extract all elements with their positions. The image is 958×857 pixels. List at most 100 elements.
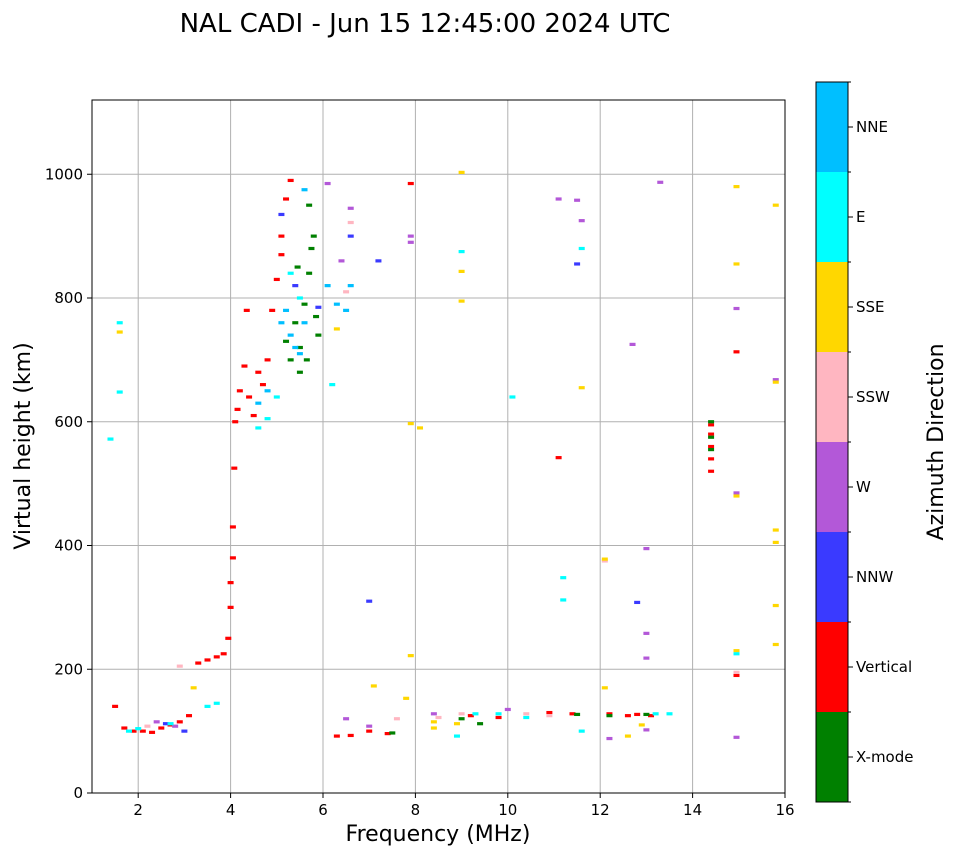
data-point: [708, 420, 715, 424]
data-point: [624, 714, 631, 718]
data-point: [172, 724, 179, 728]
data-point: [458, 712, 465, 716]
data-point: [315, 333, 322, 337]
x-tick-label: 6: [318, 801, 328, 819]
plot-frame: [91, 99, 786, 794]
data-point: [229, 525, 236, 529]
data-point: [190, 686, 197, 690]
data-point: [292, 321, 299, 325]
colorbar-tick-label: SSE: [856, 298, 885, 316]
data-point: [313, 314, 320, 319]
data-point: [772, 380, 779, 384]
data-point: [643, 631, 650, 635]
data-point: [296, 370, 303, 374]
data-point: [458, 170, 465, 174]
data-point: [772, 603, 779, 608]
data-point: [243, 308, 250, 312]
data-point: [287, 178, 294, 183]
data-point: [241, 364, 248, 368]
data-point: [278, 212, 285, 217]
data-point: [347, 284, 354, 288]
series-nne: [255, 188, 354, 405]
data-point: [733, 491, 740, 495]
data-point: [652, 712, 659, 716]
data-point: [606, 712, 613, 716]
y-axis-ticks: 0 200 400 600 800 1000: [45, 165, 92, 802]
y-tick-label: 1000: [45, 165, 83, 183]
colorbar-segment: [816, 82, 848, 172]
data-point: [227, 605, 234, 609]
data-point: [708, 447, 715, 452]
colorbar-tick-label: W: [856, 478, 871, 496]
data-point: [121, 726, 128, 730]
data-point: [366, 724, 373, 728]
data-point: [393, 717, 400, 721]
data-point: [227, 581, 234, 585]
x-tick-label: 4: [226, 801, 236, 819]
data-point: [273, 395, 280, 399]
data-point: [296, 296, 303, 300]
data-point: [458, 299, 465, 303]
data-point: [772, 540, 779, 545]
data-point: [453, 722, 460, 726]
data-point: [733, 262, 740, 266]
data-points: [107, 170, 779, 741]
data-point: [578, 729, 585, 733]
data-point: [135, 727, 142, 731]
data-point: [107, 437, 114, 441]
data-point: [283, 308, 290, 312]
y-axis-label: Virtual height (km): [11, 342, 36, 549]
data-point: [574, 712, 581, 717]
data-point: [301, 302, 308, 306]
data-point: [278, 321, 285, 325]
data-point: [708, 444, 715, 449]
data-point: [733, 185, 740, 189]
data-point: [643, 656, 650, 660]
data-point: [370, 684, 377, 688]
data-point: [176, 664, 183, 668]
data-point: [220, 652, 227, 656]
data-point: [144, 724, 151, 728]
data-point: [708, 423, 715, 427]
data-point: [234, 407, 241, 411]
data-point: [708, 435, 715, 439]
data-point: [606, 714, 613, 718]
colorbar-tick-label: Vertical: [856, 658, 912, 676]
x-tick-label: 12: [591, 801, 610, 819]
data-point: [306, 271, 313, 275]
data-point: [574, 198, 581, 202]
data-point: [435, 715, 442, 720]
data-point: [467, 714, 474, 718]
colorbar-segment: [816, 622, 848, 712]
data-point: [255, 426, 262, 430]
data-point: [407, 181, 414, 186]
colorbar-segment: [816, 442, 848, 532]
colorbar-tick-label: SSW: [856, 388, 890, 406]
data-point: [666, 712, 673, 716]
data-point: [509, 395, 516, 399]
data-point: [366, 599, 373, 603]
series-sse: [116, 170, 779, 738]
data-point: [278, 253, 285, 257]
data-point: [458, 717, 465, 721]
colorbar-segment: [816, 172, 848, 262]
data-point: [546, 710, 553, 715]
data-point: [403, 696, 410, 700]
data-point: [523, 715, 530, 720]
y-tick-label: 800: [54, 289, 83, 307]
data-point: [638, 723, 645, 727]
data-point: [283, 197, 290, 201]
data-point: [733, 735, 740, 739]
colorbar-segment: [816, 262, 848, 352]
data-point: [229, 556, 236, 560]
colorbar-tick-label: NNW: [856, 568, 893, 586]
data-point: [213, 701, 220, 705]
colorbar: X-mode Vertical NNW W SSW SSE E NNE: [815, 81, 913, 803]
y-tick-label: 400: [54, 537, 83, 555]
data-point: [772, 528, 779, 532]
colorbar-frame: [815, 81, 849, 803]
data-point: [186, 714, 193, 718]
data-point: [733, 649, 740, 653]
data-point: [733, 652, 740, 656]
data-point: [162, 722, 169, 726]
